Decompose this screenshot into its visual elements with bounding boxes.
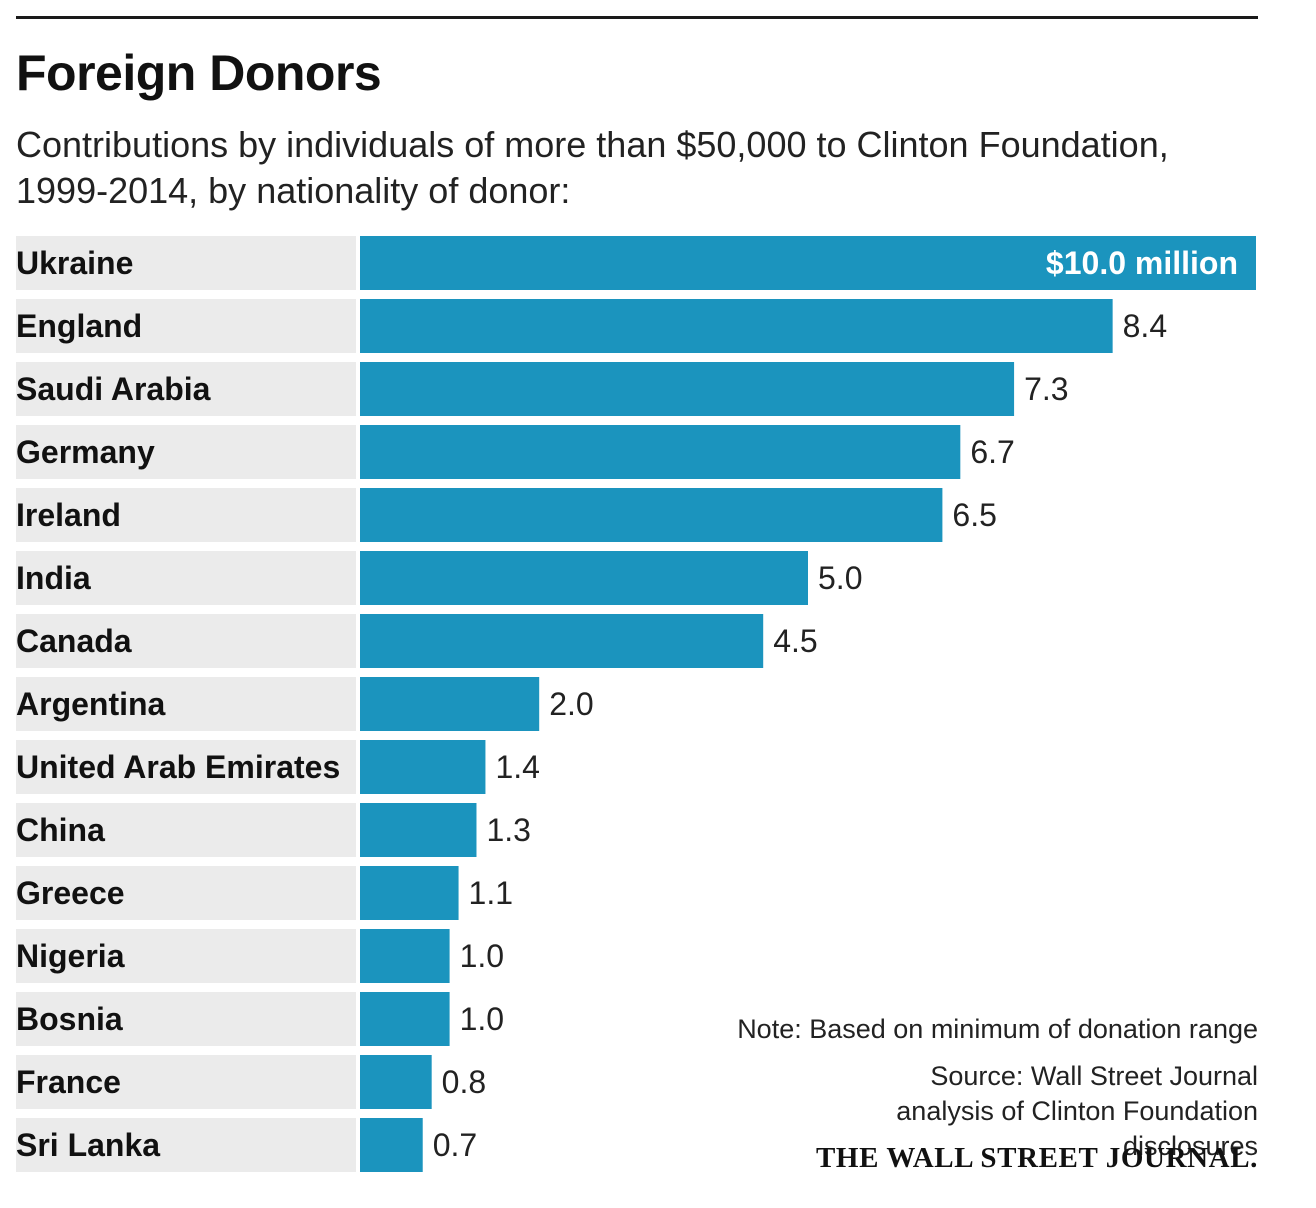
bar-germany — [360, 425, 961, 479]
category-label: India — [16, 560, 91, 596]
bar-bosnia — [360, 992, 450, 1046]
bar-sri-lanka — [360, 1118, 423, 1172]
category-label: Greece — [16, 875, 125, 911]
publisher-logo: THE WALL STREET JOURNAL. — [815, 1142, 1258, 1174]
bar-saudi-arabia — [360, 362, 1015, 416]
bar-row-united-arab-emirates: United Arab Emirates 1.4 — [16, 740, 540, 794]
row-background — [16, 992, 356, 1046]
value-label: 4.5 — [773, 623, 817, 659]
bar-canada — [360, 614, 764, 668]
bar-row-bosnia: Bosnia 1.0 — [16, 992, 504, 1046]
bar-india — [360, 551, 808, 605]
category-label: Saudi Arabia — [16, 371, 211, 407]
note-text: Note: Based on minimum of donation range — [737, 1014, 1258, 1044]
row-background — [16, 551, 356, 605]
category-label: Germany — [16, 434, 155, 470]
row-background — [16, 677, 356, 731]
row-background — [16, 488, 356, 542]
row-background — [16, 236, 356, 290]
row-background — [16, 1118, 356, 1172]
bar-chart: Ukraine $10.0 million England 8.4 Saudi Arab… — [16, 236, 1256, 1172]
category-label: Canada — [16, 623, 132, 659]
value-label: 6.5 — [952, 497, 996, 533]
bar-china — [360, 803, 477, 857]
row-background — [16, 803, 356, 857]
value-label: $10.0 million — [1046, 245, 1238, 281]
category-label: Argentina — [16, 686, 166, 722]
row-background — [16, 740, 356, 794]
value-label: 1.1 — [469, 875, 513, 911]
row-background — [16, 299, 356, 353]
value-label: 8.4 — [1123, 308, 1167, 344]
category-label: Sri Lanka — [16, 1127, 160, 1163]
category-label: United Arab Emirates — [16, 749, 340, 785]
bar-france — [360, 1055, 432, 1109]
bar-row-saudi-arabia: Saudi Arabia 7.3 — [16, 362, 1069, 416]
category-label: Nigeria — [16, 938, 125, 974]
source-text: Source: Wall Street Journal analysis of … — [896, 1061, 1258, 1161]
bar-row-england: England 8.4 — [16, 299, 1167, 353]
bar-argentina — [360, 677, 540, 731]
top-rule — [16, 16, 1258, 19]
value-label: 2.0 — [549, 686, 593, 722]
bar-nigeria — [360, 929, 450, 983]
bar-row-sri-lanka: Sri Lanka 0.7 — [16, 1118, 477, 1172]
category-label: Ukraine — [16, 245, 133, 281]
value-label: 0.7 — [433, 1127, 477, 1163]
value-label: 1.4 — [495, 749, 539, 785]
bar-row-ireland: Ireland 6.5 — [16, 488, 997, 542]
chart-notes: Note: Based on minimum of donation range… — [737, 1012, 1258, 1164]
value-label: 5.0 — [818, 560, 862, 596]
bar-row-france: France 0.8 — [16, 1055, 486, 1109]
row-background — [16, 362, 356, 416]
chart-subtitle: Contributions by individuals of more tha… — [16, 124, 1169, 211]
value-label: 6.7 — [970, 434, 1014, 470]
category-label: England — [16, 308, 142, 344]
value-label: 1.0 — [460, 938, 504, 974]
value-label: 1.3 — [486, 812, 530, 848]
value-label: 1.0 — [460, 1001, 504, 1037]
bar-united-arab-emirates — [360, 740, 486, 794]
chart-title: Foreign Donors — [16, 45, 382, 101]
bar-row-canada: Canada 4.5 — [16, 614, 818, 668]
category-label: China — [16, 812, 105, 848]
value-label: 0.8 — [442, 1064, 486, 1100]
bar-row-greece: Greece 1.1 — [16, 866, 513, 920]
bar-row-argentina: Argentina 2.0 — [16, 677, 594, 731]
bar-row-nigeria: Nigeria 1.0 — [16, 929, 504, 983]
row-background — [16, 929, 356, 983]
row-background — [16, 614, 356, 668]
bar-row-germany: Germany 6.7 — [16, 425, 1015, 479]
value-label: 7.3 — [1024, 371, 1068, 407]
bar-greece — [360, 866, 459, 920]
bar-row-ukraine: Ukraine $10.0 million — [16, 236, 1256, 290]
bar-ireland — [360, 488, 943, 542]
bar-england — [360, 299, 1113, 353]
row-background — [16, 425, 356, 479]
category-label: Ireland — [16, 497, 121, 533]
bar-ukraine — [360, 236, 1256, 290]
category-label: Bosnia — [16, 1001, 123, 1037]
row-background — [16, 1055, 356, 1109]
bar-row-china: China 1.3 — [16, 803, 531, 857]
category-label: France — [16, 1064, 121, 1100]
row-background — [16, 866, 356, 920]
bar-row-india: India 5.0 — [16, 551, 862, 605]
